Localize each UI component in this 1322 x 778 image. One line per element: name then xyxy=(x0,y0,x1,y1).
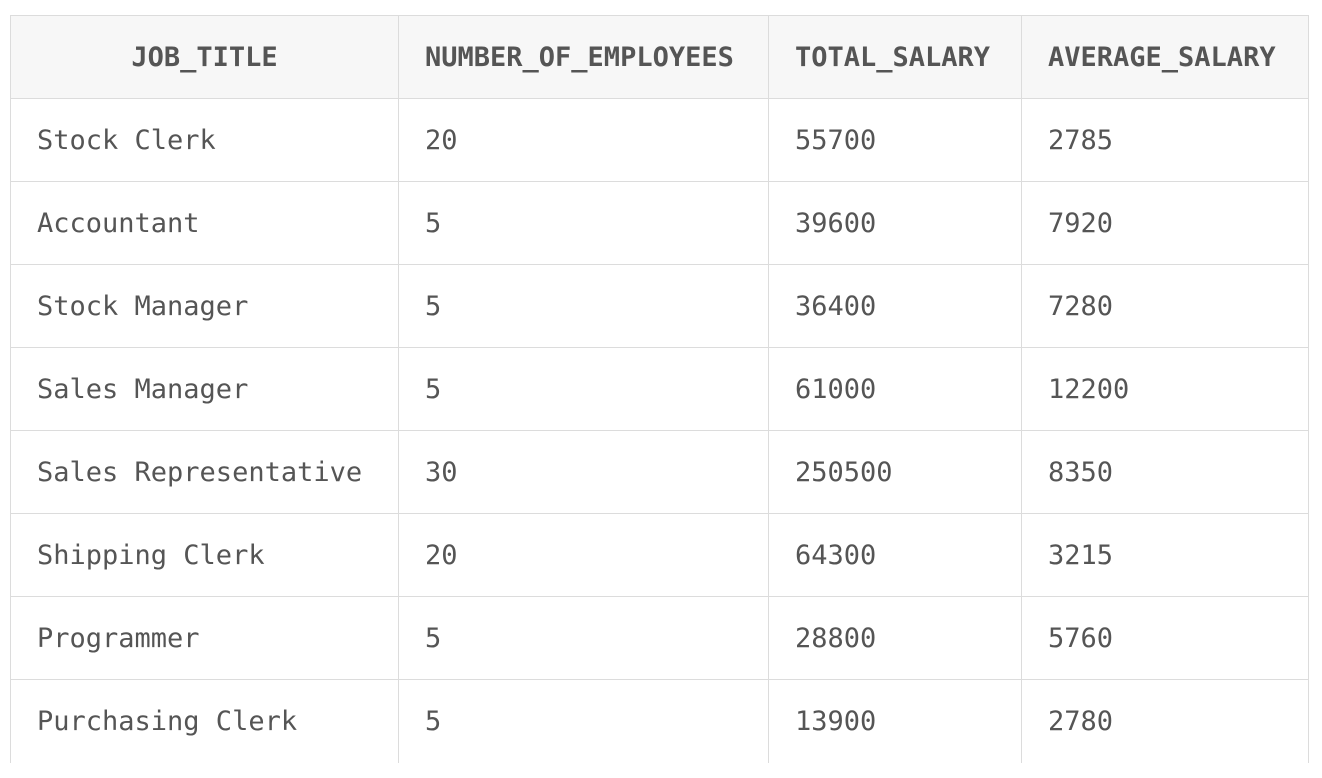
cell-total-salary: 36400 xyxy=(768,264,1022,348)
cell-total-salary: 55700 xyxy=(768,98,1022,182)
cell-average-salary: 8350 xyxy=(1021,430,1309,514)
table-row: Shipping Clerk 20 64300 3215 xyxy=(10,513,1309,597)
cell-number-of-employees: 30 xyxy=(398,430,769,514)
cell-job-title: Stock Manager xyxy=(10,264,399,348)
cell-total-salary: 250500 xyxy=(768,430,1022,514)
column-header-average-salary: AVERAGE_SALARY xyxy=(1021,15,1309,99)
column-header-total-salary: TOTAL_SALARY xyxy=(768,15,1022,99)
cell-total-salary: 28800 xyxy=(768,596,1022,680)
cell-job-title: Accountant xyxy=(10,181,399,265)
table-header: JOB_TITLE NUMBER_OF_EMPLOYEES TOTAL_SALA… xyxy=(10,15,1309,99)
cell-total-salary: 13900 xyxy=(768,679,1022,763)
cell-job-title: Sales Representative xyxy=(10,430,399,514)
table-row: Stock Clerk 20 55700 2785 xyxy=(10,98,1309,182)
table-body: Stock Clerk 20 55700 2785 Accountant 5 3… xyxy=(10,98,1309,763)
cell-number-of-employees: 5 xyxy=(398,596,769,680)
cell-average-salary: 2785 xyxy=(1021,98,1309,182)
table-row: Purchasing Clerk 5 13900 2780 xyxy=(10,679,1309,763)
table-row: Sales Manager 5 61000 12200 xyxy=(10,347,1309,431)
cell-number-of-employees: 5 xyxy=(398,679,769,763)
cell-total-salary: 39600 xyxy=(768,181,1022,265)
cell-job-title: Shipping Clerk xyxy=(10,513,399,597)
cell-number-of-employees: 5 xyxy=(398,181,769,265)
table-row: Stock Manager 5 36400 7280 xyxy=(10,264,1309,348)
results-table: JOB_TITLE NUMBER_OF_EMPLOYEES TOTAL_SALA… xyxy=(10,15,1309,763)
cell-job-title: Purchasing Clerk xyxy=(10,679,399,763)
table-row: Programmer 5 28800 5760 xyxy=(10,596,1309,680)
cell-average-salary: 12200 xyxy=(1021,347,1309,431)
cell-number-of-employees: 20 xyxy=(398,513,769,597)
cell-average-salary: 3215 xyxy=(1021,513,1309,597)
cell-number-of-employees: 5 xyxy=(398,264,769,348)
cell-average-salary: 5760 xyxy=(1021,596,1309,680)
column-header-job-title: JOB_TITLE xyxy=(10,15,399,99)
cell-total-salary: 61000 xyxy=(768,347,1022,431)
cell-average-salary: 7920 xyxy=(1021,181,1309,265)
table-row: Sales Representative 30 250500 8350 xyxy=(10,430,1309,514)
cell-job-title: Stock Clerk xyxy=(10,98,399,182)
cell-average-salary: 2780 xyxy=(1021,679,1309,763)
cell-total-salary: 64300 xyxy=(768,513,1022,597)
table-row: Accountant 5 39600 7920 xyxy=(10,181,1309,265)
cell-number-of-employees: 5 xyxy=(398,347,769,431)
cell-job-title: Programmer xyxy=(10,596,399,680)
header-row: JOB_TITLE NUMBER_OF_EMPLOYEES TOTAL_SALA… xyxy=(10,15,1309,99)
cell-job-title: Sales Manager xyxy=(10,347,399,431)
cell-average-salary: 7280 xyxy=(1021,264,1309,348)
cell-number-of-employees: 20 xyxy=(398,98,769,182)
column-header-number-of-employees: NUMBER_OF_EMPLOYEES xyxy=(398,15,769,99)
